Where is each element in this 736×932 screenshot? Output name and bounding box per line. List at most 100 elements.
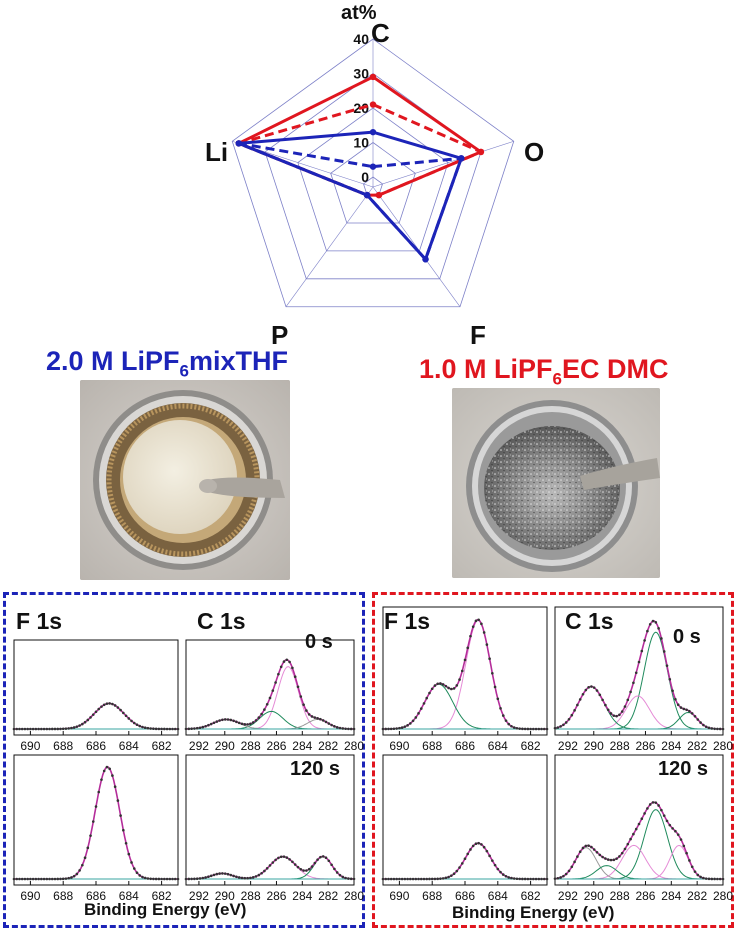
spectrum-component bbox=[555, 631, 723, 730]
spectrum-data-point bbox=[243, 876, 247, 880]
radar-series-line bbox=[237, 75, 483, 197]
spectrum-data-point bbox=[154, 727, 158, 731]
spectrum-data-point bbox=[282, 855, 286, 858]
spectrum-component bbox=[555, 865, 723, 880]
radar-tick-label: 30 bbox=[353, 66, 369, 82]
spectrum-data-point bbox=[518, 877, 521, 881]
spectrum-data-point bbox=[31, 727, 35, 731]
spectrum-tick-label: 288 bbox=[241, 889, 261, 903]
spectrum-data-point bbox=[480, 843, 483, 846]
spectrum-data-point bbox=[232, 719, 235, 723]
axis-label-p: P bbox=[271, 320, 289, 350]
spectrum-data-point bbox=[488, 854, 491, 858]
spectrum-data-point bbox=[265, 867, 269, 870]
spectrum-data-point bbox=[660, 808, 663, 812]
spectrum-data-point bbox=[507, 876, 511, 879]
spectrum-data-point bbox=[26, 727, 29, 731]
spectrum-data-point bbox=[556, 726, 560, 729]
spectrum-data-point bbox=[507, 722, 511, 726]
spectrum-component bbox=[383, 619, 547, 730]
spectrum-tick-label: 280 bbox=[713, 889, 733, 903]
spectrum-data-point bbox=[127, 717, 131, 720]
spectrum-data-point bbox=[141, 725, 144, 729]
spectrum-data-point bbox=[648, 803, 652, 806]
spectrum-data-point bbox=[444, 876, 448, 880]
spectrum-data-point bbox=[626, 842, 630, 846]
spectrum-data-point bbox=[249, 876, 252, 880]
spectrum-data-point bbox=[61, 877, 65, 881]
spectrum-data-point bbox=[23, 877, 27, 881]
spectrum-data-point bbox=[499, 707, 502, 710]
spectrum-data-point bbox=[629, 690, 632, 694]
spectrum-data-point bbox=[344, 727, 347, 731]
spectrum-data-point bbox=[657, 627, 660, 630]
spectrum-data-point bbox=[392, 727, 396, 731]
spectrum-data-point bbox=[422, 702, 426, 705]
spectrum-data-point bbox=[646, 807, 649, 810]
spectrum-frame bbox=[185, 754, 355, 886]
spectrum-data-point bbox=[545, 727, 549, 731]
spectrum-data-point bbox=[710, 727, 714, 730]
spectrum-data-point bbox=[40, 877, 43, 881]
spectrum-data-point bbox=[75, 725, 79, 728]
spectrum-data-point bbox=[130, 861, 133, 864]
spectrum-data-point bbox=[338, 873, 342, 877]
spectrum-data-point bbox=[327, 859, 331, 863]
spectrum-tick-label: 682 bbox=[152, 739, 172, 753]
spectrum-data-point bbox=[89, 834, 92, 837]
spectrum-data-point bbox=[430, 877, 434, 881]
spectrum-data-point bbox=[710, 877, 714, 881]
right-heading-sub: 6 bbox=[552, 369, 562, 389]
spectrum-data-point bbox=[271, 861, 275, 864]
spectrum-data-point bbox=[190, 727, 193, 731]
spectrum-data-point bbox=[291, 666, 294, 670]
spectrum-data-point bbox=[119, 814, 122, 817]
spectrum-data-point bbox=[618, 713, 621, 717]
radar-tick-label: 10 bbox=[353, 135, 369, 151]
spectrum-data-point bbox=[406, 877, 409, 881]
spectrum-data-point bbox=[319, 855, 322, 859]
spectrum-data-point bbox=[646, 629, 649, 633]
spectrum-data-point bbox=[67, 727, 70, 730]
spectrum-data-point bbox=[534, 877, 538, 881]
spectrum-data-point bbox=[553, 877, 557, 880]
spectrum-data-point bbox=[141, 875, 144, 879]
radar-data-point bbox=[369, 73, 377, 81]
spectrum-tick-label: 280 bbox=[713, 739, 733, 753]
spectrum-tick-label: 684 bbox=[119, 889, 139, 903]
spectrum-data-point bbox=[604, 857, 607, 860]
spectrum-data-point bbox=[615, 857, 618, 860]
spectrum-data-point bbox=[305, 869, 308, 872]
spectrum-data-point bbox=[42, 877, 46, 881]
spectrum-data-point bbox=[707, 877, 711, 881]
spectrum-data-point bbox=[324, 720, 328, 724]
spectrum-data-point bbox=[135, 871, 139, 875]
radar-data-point bbox=[235, 140, 243, 147]
radar-grid-ring bbox=[297, 107, 449, 252]
spectrum-data-point bbox=[212, 873, 216, 877]
spectrum-data-point bbox=[257, 716, 261, 719]
spectrum-data-point bbox=[50, 877, 54, 881]
spectrum-data-point bbox=[352, 727, 356, 731]
spectrum-data-point bbox=[485, 643, 489, 646]
spectrum-data-point bbox=[240, 722, 244, 726]
spectrum-data-point bbox=[688, 709, 691, 713]
spectrum-data-point bbox=[268, 864, 272, 867]
spectrum-data-point bbox=[59, 727, 62, 731]
spectrum-data-point bbox=[34, 877, 38, 881]
spectrum-data-point bbox=[154, 877, 158, 881]
spectrum-data-point bbox=[330, 863, 333, 867]
spectrum-data-point bbox=[235, 720, 238, 724]
radar-data-point bbox=[422, 256, 429, 263]
spectrum-data-point bbox=[321, 855, 325, 858]
spectrum-data-point bbox=[37, 877, 40, 881]
spectrum-data-point bbox=[460, 862, 464, 865]
spectrum-data-point bbox=[436, 682, 439, 686]
axis-label-o: O bbox=[524, 137, 545, 167]
spectrum-data-point bbox=[640, 649, 644, 653]
spectrum-data-point bbox=[477, 618, 480, 622]
spectrum-tick-label: 286 bbox=[266, 739, 286, 753]
spectrum-data-point bbox=[718, 727, 722, 731]
spectrum-data-point bbox=[713, 727, 716, 731]
